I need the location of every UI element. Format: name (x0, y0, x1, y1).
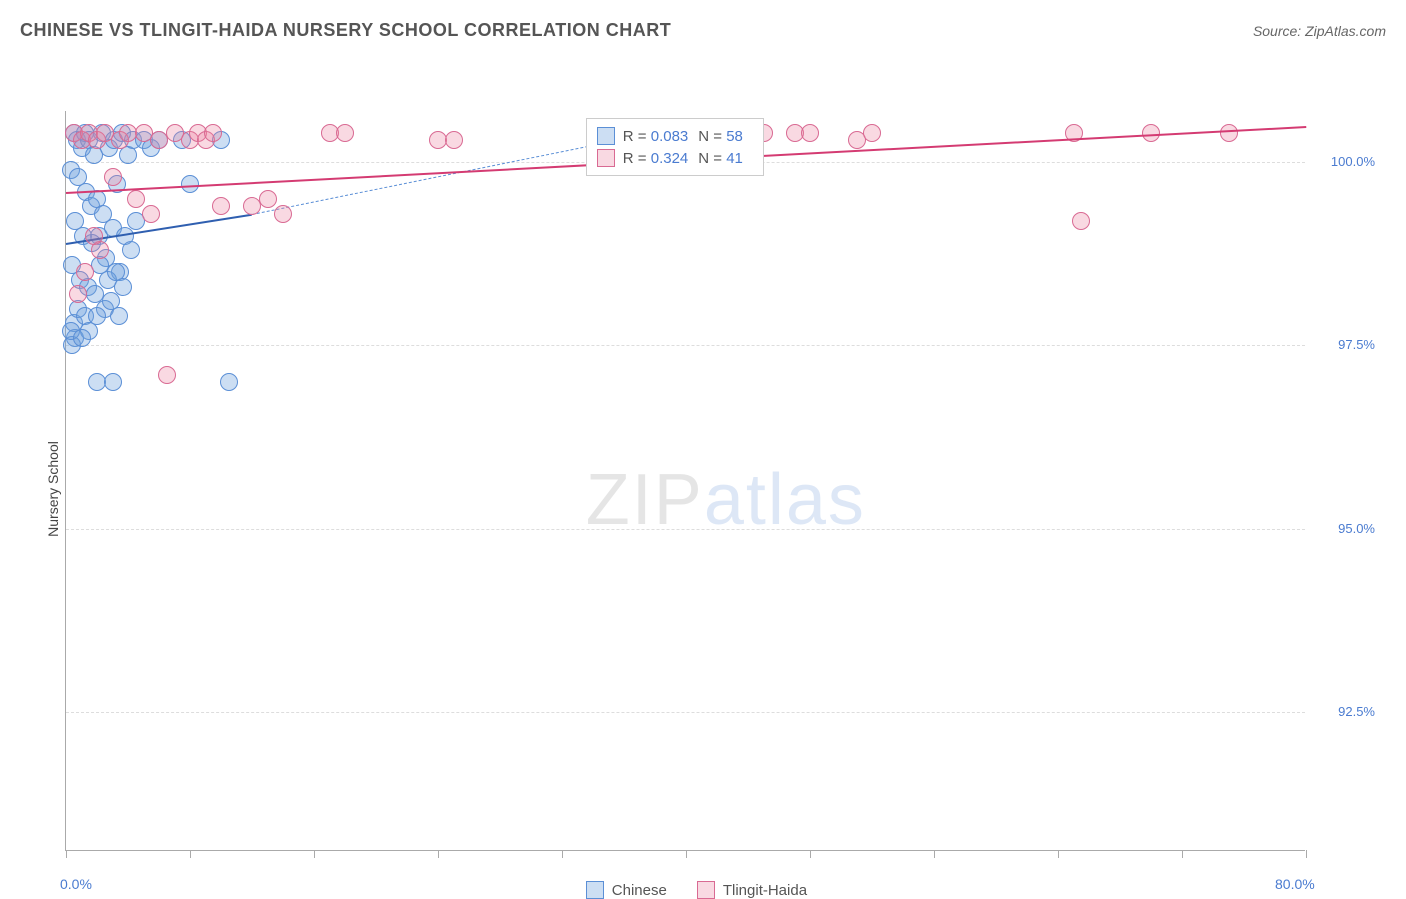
scatter-point (220, 373, 238, 391)
chart-header: CHINESE VS TLINGIT-HAIDA NURSERY SCHOOL … (0, 0, 1406, 51)
scatter-point (801, 124, 819, 142)
x-tick (438, 850, 439, 858)
x-tick (190, 850, 191, 858)
x-tick (1182, 850, 1183, 858)
scatter-point (212, 197, 230, 215)
x-tick (934, 850, 935, 858)
bottom-legend: Chinese Tlingit-Haida (586, 881, 807, 899)
scatter-point (445, 131, 463, 149)
scatter-point (259, 190, 277, 208)
y-tick-label: 100.0% (1315, 154, 1375, 169)
scatter-point (104, 373, 122, 391)
x-tick (1058, 850, 1059, 858)
scatter-point (142, 205, 160, 223)
scatter-point (1072, 212, 1090, 230)
legend-label: Chinese (612, 882, 667, 899)
legend-item: Tlingit-Haida (697, 881, 807, 899)
scatter-point (274, 205, 292, 223)
legend-swatch (597, 149, 615, 167)
x-tick (562, 850, 563, 858)
scatter-point (863, 124, 881, 142)
legend-stats-row: R = 0.324N = 41 (597, 147, 753, 169)
y-tick-label: 97.5% (1315, 337, 1375, 352)
chart-source: Source: ZipAtlas.com (1253, 23, 1386, 39)
legend-swatch (586, 881, 604, 899)
scatter-point (204, 124, 222, 142)
x-tick (810, 850, 811, 858)
scatter-point (127, 190, 145, 208)
x-max-label: 80.0% (1275, 876, 1315, 892)
x-tick (66, 850, 67, 858)
gridline (66, 529, 1305, 530)
legend-stats-row: R = 0.083N = 58 (597, 125, 753, 147)
gridline (66, 712, 1305, 713)
x-tick (1306, 850, 1307, 858)
chart-title: CHINESE VS TLINGIT-HAIDA NURSERY SCHOOL … (20, 20, 671, 41)
scatter-point (69, 285, 87, 303)
plot-area (65, 111, 1305, 851)
gridline (66, 345, 1305, 346)
legend-stats-box: R = 0.083N = 58R = 0.324N = 41 (586, 118, 764, 176)
scatter-point (85, 227, 103, 245)
scatter-point (76, 263, 94, 281)
scatter-point (114, 278, 132, 296)
scatter-point (158, 366, 176, 384)
legend-label: Tlingit-Haida (723, 882, 807, 899)
scatter-point (110, 307, 128, 325)
scatter-point (336, 124, 354, 142)
legend-swatch (697, 881, 715, 899)
legend-swatch (597, 127, 615, 145)
x-tick (686, 850, 687, 858)
scatter-point (122, 241, 140, 259)
y-tick-label: 92.5% (1315, 704, 1375, 719)
scatter-point (73, 329, 91, 347)
scatter-point (1220, 124, 1238, 142)
x-tick (314, 850, 315, 858)
scatter-point (104, 168, 122, 186)
y-axis-title: Nursery School (45, 441, 61, 537)
legend-item: Chinese (586, 881, 667, 899)
y-tick-label: 95.0% (1315, 521, 1375, 536)
x-min-label: 0.0% (60, 876, 92, 892)
